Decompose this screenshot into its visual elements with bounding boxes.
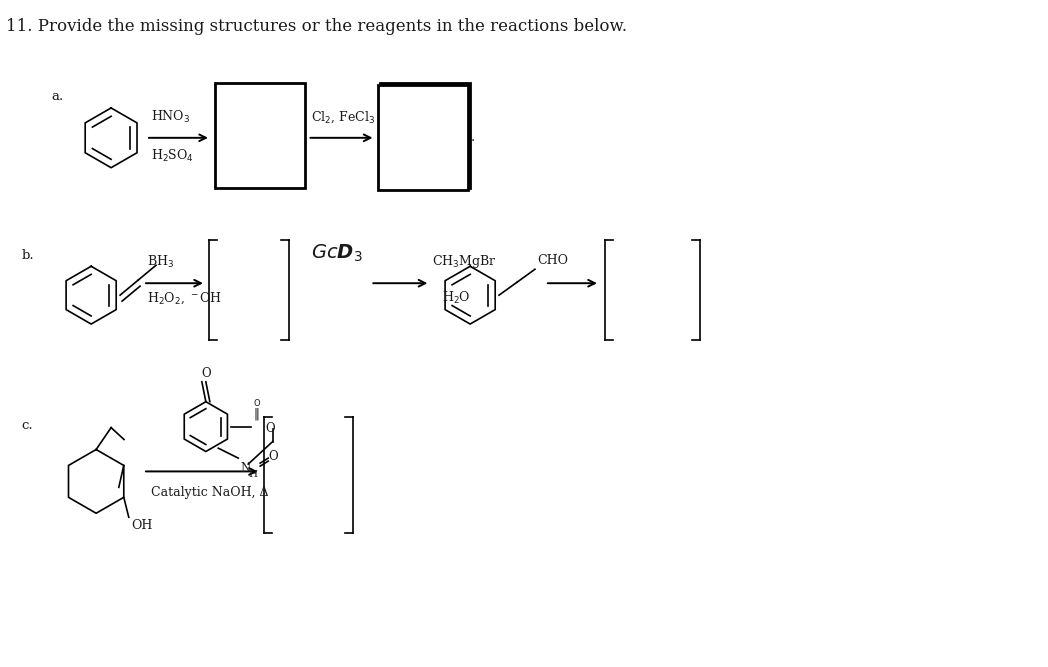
Text: O: O [201,367,211,380]
Text: H$_2$O$_2$, $^-$OH: H$_2$O$_2$, $^-$OH [147,290,222,305]
Text: $\mathsf{\overset{O}{\|}}$: $\mathsf{\overset{O}{\|}}$ [253,397,261,423]
Text: a.: a. [51,90,64,103]
FancyBboxPatch shape [215,83,305,187]
Text: H: H [248,470,257,479]
Text: CH$_3$MgBr: CH$_3$MgBr [432,253,497,270]
Text: CHO: CHO [537,254,568,267]
Text: Cl$_2$, FeCl$_3$: Cl$_2$, FeCl$_3$ [310,109,375,125]
Text: c.: c. [21,419,32,432]
Text: $\mathit{Gc}$D$_3$: $\mathit{Gc}$D$_3$ [310,243,363,264]
Text: OH: OH [131,519,152,532]
Text: H$_2$SO$_4$: H$_2$SO$_4$ [151,148,194,164]
Text: HNO$_3$: HNO$_3$ [151,109,190,125]
Text: 11. Provide the missing structures or the reagents in the reactions below.: 11. Provide the missing structures or th… [6,18,628,35]
FancyBboxPatch shape [378,85,468,189]
Text: O: O [268,450,278,463]
Text: Catalytic NaOH, Δ: Catalytic NaOH, Δ [151,486,268,500]
Text: .: . [472,131,476,144]
Text: BH$_3$: BH$_3$ [147,254,174,270]
Text: H$_2$O: H$_2$O [442,290,471,306]
Text: b.: b. [21,249,34,262]
FancyBboxPatch shape [380,83,471,187]
Text: O: O [266,422,276,435]
Text: N: N [240,462,250,475]
